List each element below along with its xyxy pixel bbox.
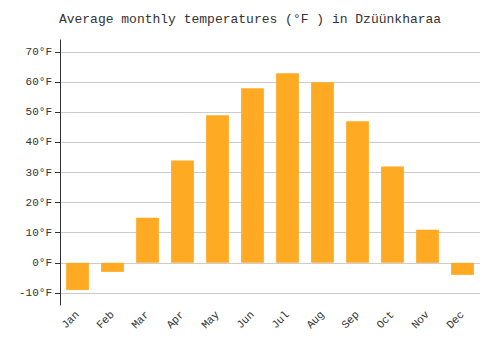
svg-text:30°F: 30°F (26, 167, 52, 179)
svg-text:20°F: 20°F (26, 197, 52, 209)
svg-text:60°F: 60°F (26, 76, 52, 88)
svg-text:Jan: Jan (59, 309, 81, 331)
svg-text:40°F: 40°F (26, 136, 52, 148)
svg-text:10°F: 10°F (26, 227, 52, 239)
svg-text:Dec: Dec (444, 309, 466, 331)
svg-text:70°F: 70°F (26, 46, 52, 58)
svg-text:Jun: Jun (234, 309, 256, 331)
svg-text:Nov: Nov (409, 308, 432, 331)
svg-text:Sep: Sep (339, 309, 361, 331)
svg-text:Jul: Jul (269, 309, 291, 331)
svg-text:Mar: Mar (129, 309, 151, 331)
svg-text:Apr: Apr (164, 309, 186, 331)
svg-text:0°F: 0°F (32, 257, 52, 269)
svg-text:Feb: Feb (94, 309, 116, 331)
svg-text:Aug: Aug (304, 309, 326, 331)
svg-text:-10°F: -10°F (19, 287, 52, 299)
svg-text:Average monthly temperatures (: Average monthly temperatures (°F ) in Dz… (59, 12, 441, 27)
svg-text:50°F: 50°F (26, 106, 52, 118)
svg-text:May: May (199, 308, 222, 331)
svg-text:Oct: Oct (374, 309, 396, 331)
